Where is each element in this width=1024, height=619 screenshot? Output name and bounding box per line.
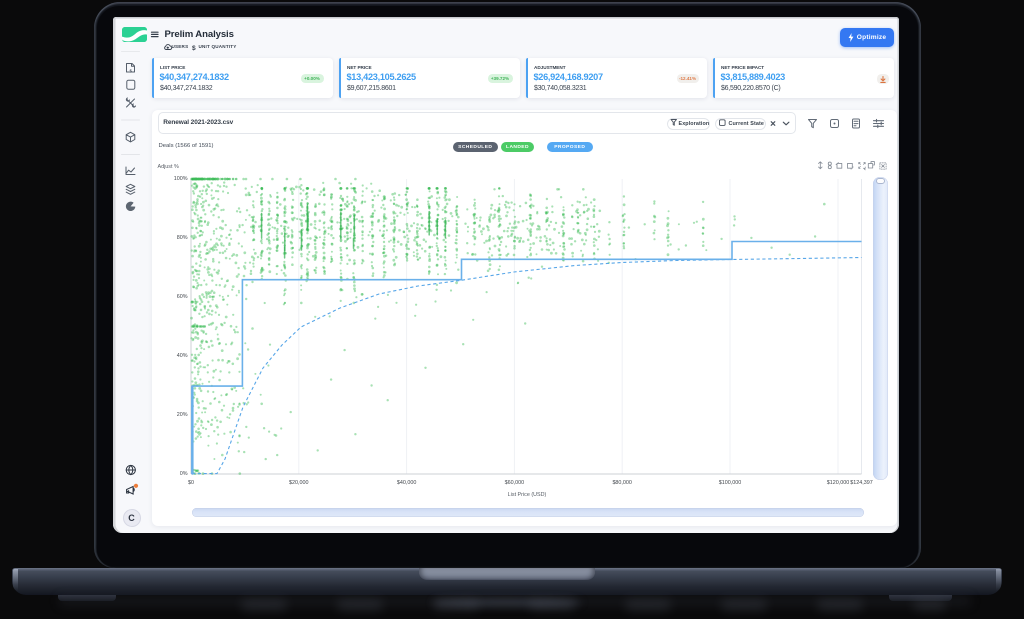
- svg-text:$: $: [192, 45, 196, 52]
- svg-text:$: $: [130, 69, 133, 74]
